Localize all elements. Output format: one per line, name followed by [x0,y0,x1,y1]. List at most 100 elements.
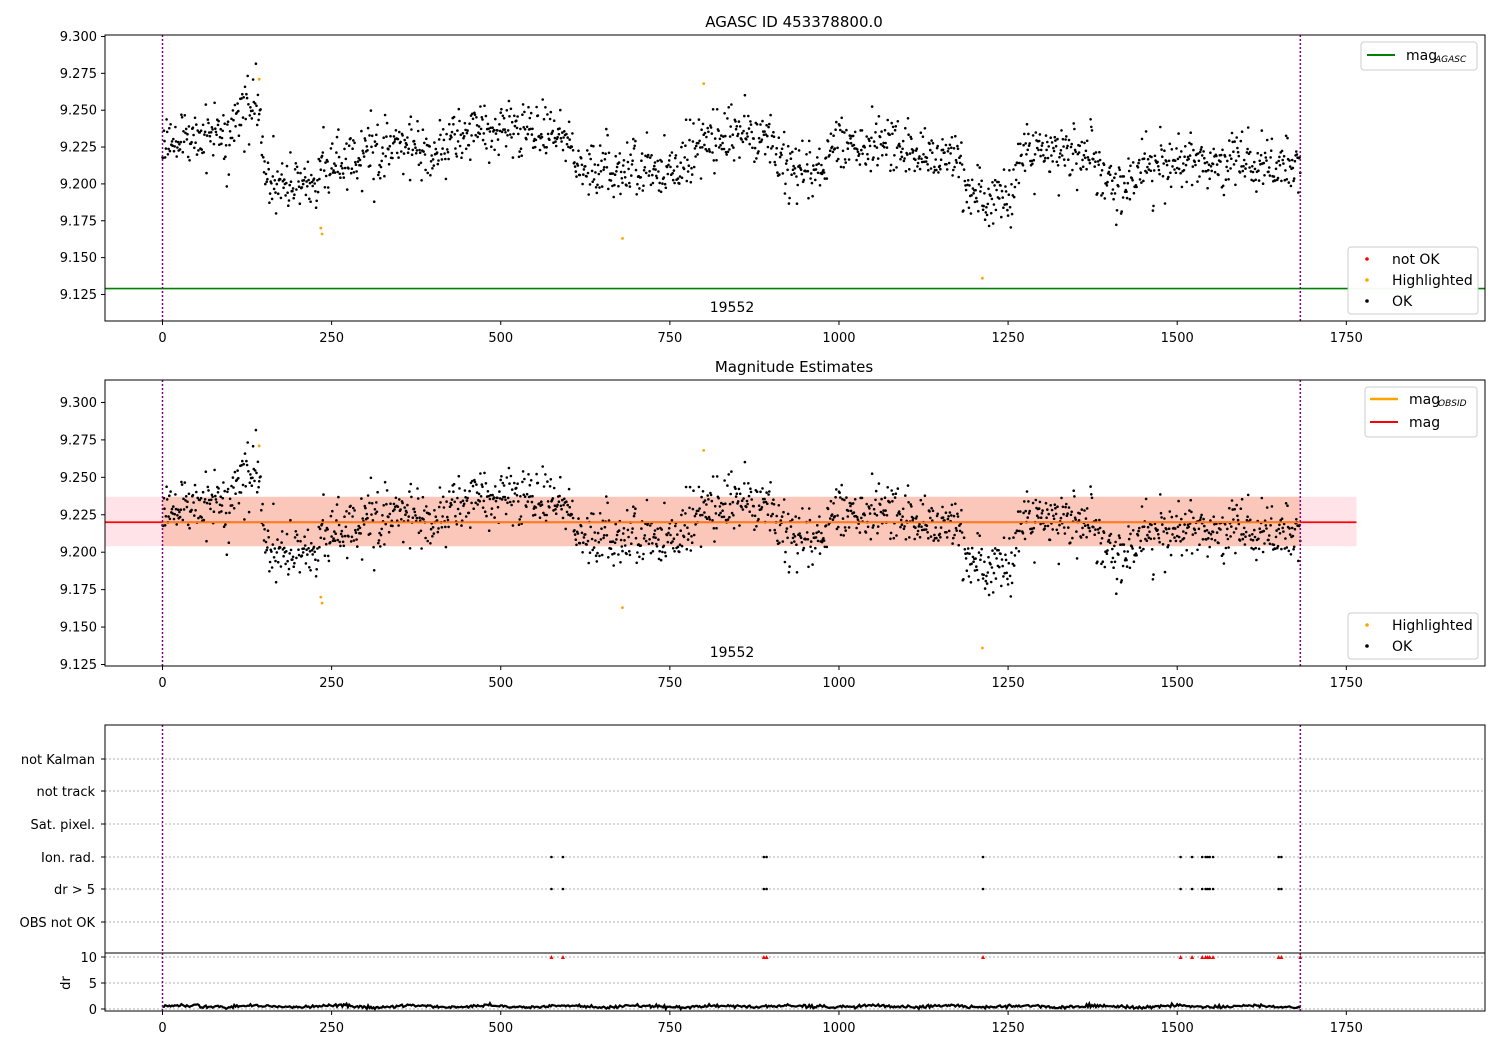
ok-point [1249,538,1253,541]
ok-point [615,170,618,173]
ok-point [257,480,261,483]
ok-point [956,515,960,518]
ok-point [395,519,399,522]
ok-point [396,137,400,141]
ok-point [732,527,736,530]
ok-point [1251,165,1254,168]
ok-point [439,501,442,504]
ok-point [780,515,784,518]
ok-point [776,171,779,174]
ok-point [412,139,416,143]
ok-point [266,529,270,532]
ok-point [837,157,840,161]
ok-point [956,512,959,516]
ok-point [665,165,669,169]
ok-point [906,153,909,156]
ok-point [1205,170,1208,173]
ok-point [368,501,371,505]
ok-point [369,476,373,480]
ok-point [1237,522,1241,526]
ok-point [1138,178,1142,181]
ok-point [1230,131,1234,135]
ok-point [394,129,398,132]
y-tick-label: 9.125 [60,658,97,673]
ok-point [1055,528,1059,532]
ok-point [401,501,404,505]
ok-point [225,553,229,556]
ok-point [441,147,444,150]
ok-point [793,535,797,538]
ok-point [329,147,333,150]
ok-point [372,200,376,203]
ok-point [783,560,787,564]
ok-point [959,154,962,158]
ok-point [422,150,425,153]
ok-point [812,532,815,535]
dr-clipped-marker [1190,955,1195,959]
ok-point [582,173,585,176]
ok-point [843,498,846,502]
ok-point [515,126,519,130]
ok-point [498,497,502,500]
ok-point [1094,151,1098,154]
ok-point [1190,142,1193,146]
ok-point [612,195,615,199]
ok-point [1261,550,1265,554]
ok-point [757,517,760,521]
ok-point [505,476,509,479]
ok-point [1190,510,1193,514]
ok-point [694,512,698,515]
flag-point [1190,887,1194,891]
ok-point [379,165,383,169]
ok-point [202,518,206,522]
ok-point [987,593,991,597]
ok-point [779,519,783,522]
ok-point [1074,518,1077,521]
ok-point [648,156,652,159]
ok-point [615,165,619,169]
ok-point [533,513,537,517]
ok-point [487,127,490,131]
ok-point [987,187,990,191]
ok-point [501,114,505,118]
ok-point [724,134,727,138]
ok-point [359,532,363,535]
ok-point [565,510,569,514]
ok-point [958,161,962,165]
ok-point [621,549,624,553]
ok-point [257,112,261,116]
ok-point [855,515,859,519]
ok-point [983,218,987,221]
ok-point [954,134,957,138]
ok-point [1245,518,1249,522]
ok-point [1159,511,1163,515]
ok-point [1127,537,1131,541]
ok-point [363,504,367,508]
ok-point [1249,150,1252,154]
ok-point [904,494,907,497]
ok-point [1111,547,1114,551]
ok-point [586,171,590,175]
ok-point [882,509,885,512]
ok-point [203,500,206,504]
ok-point [832,134,835,137]
ok-point [732,514,735,517]
ok-point [573,161,576,164]
ok-point [284,562,287,566]
ok-point [309,569,312,572]
ok-point [1079,536,1083,539]
ok-point [1067,138,1071,142]
ok-point [770,134,774,138]
ok-point [504,512,508,516]
ok-point [510,136,513,139]
ok-point [678,550,681,554]
ok-point [1240,130,1244,133]
ok-point [314,190,317,193]
ok-point [1142,525,1146,528]
ok-point [221,496,224,500]
ok-point [1063,532,1067,535]
ok-point [317,157,321,161]
ok-point [431,167,434,170]
ok-point [1184,512,1187,516]
ok-point [418,516,421,519]
